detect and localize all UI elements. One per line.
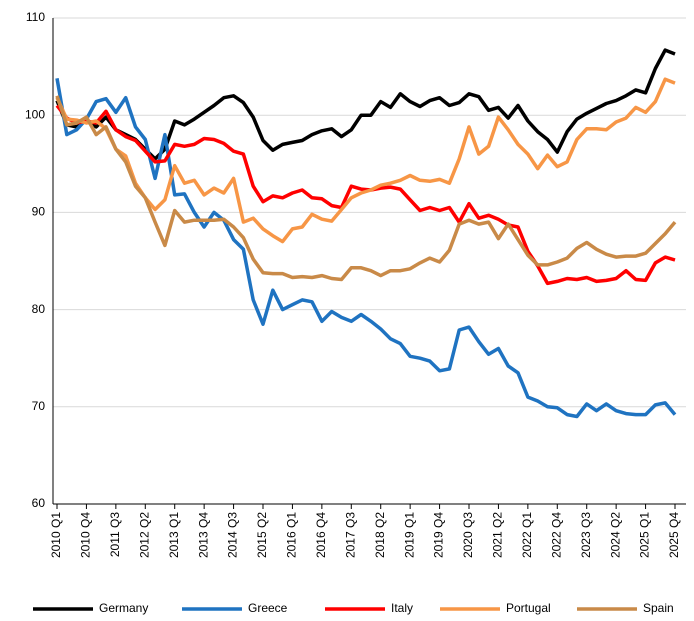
x-tick-label: 2021 Q2 <box>491 512 505 558</box>
x-tick-label: 2023 Q3 <box>579 512 593 558</box>
x-tick-label: 2010 Q1 <box>49 512 63 558</box>
y-tick-label: 90 <box>32 205 46 219</box>
series-line <box>55 77 677 419</box>
series-line <box>55 95 677 282</box>
legend-label: Portugal <box>506 601 551 615</box>
x-tick-label: 2011 Q3 <box>108 512 122 557</box>
x-tick-label: 2022 Q4 <box>549 512 563 558</box>
x-tick-label: 2012 Q2 <box>137 512 151 558</box>
x-tick-label: 2020 Q3 <box>461 512 475 558</box>
x-tick-label: 2017 Q3 <box>343 512 357 558</box>
y-tick-label: 110 <box>26 10 45 24</box>
y-tick-label: 80 <box>32 302 46 316</box>
x-tick-label: 2019 Q4 <box>432 512 446 558</box>
legend-label: Germany <box>99 601 148 615</box>
series-line <box>55 104 676 286</box>
x-tick-label: 2018 Q2 <box>373 512 387 558</box>
x-tick-label: 2019 Q1 <box>402 512 416 558</box>
x-tick-label: 2025 Q4 <box>667 512 681 558</box>
legend-label: Spain <box>643 601 674 615</box>
y-tick-label: 100 <box>25 107 45 121</box>
x-tick-label: 2014 Q3 <box>226 512 240 558</box>
y-tick-label: 70 <box>32 399 46 413</box>
x-tick-label: 2016 Q1 <box>285 512 299 558</box>
series-line <box>55 48 676 161</box>
y-tick-label: 60 <box>32 496 46 510</box>
x-tick-label: 2024 Q2 <box>608 512 622 558</box>
x-tick-label: 2015 Q2 <box>255 512 269 558</box>
legend-label: Greece <box>248 601 288 615</box>
legend-label: Italy <box>391 601 413 615</box>
x-tick-label: 2016 Q4 <box>314 512 328 558</box>
series-line <box>55 77 676 244</box>
x-tick-label: 2022 Q1 <box>520 512 534 558</box>
x-tick-label: 2013 Q1 <box>167 512 181 558</box>
x-tick-label: 2025 Q1 <box>638 512 652 558</box>
x-tick-label: 2013 Q4 <box>196 512 210 558</box>
x-tick-label: 2010 Q4 <box>79 512 93 558</box>
